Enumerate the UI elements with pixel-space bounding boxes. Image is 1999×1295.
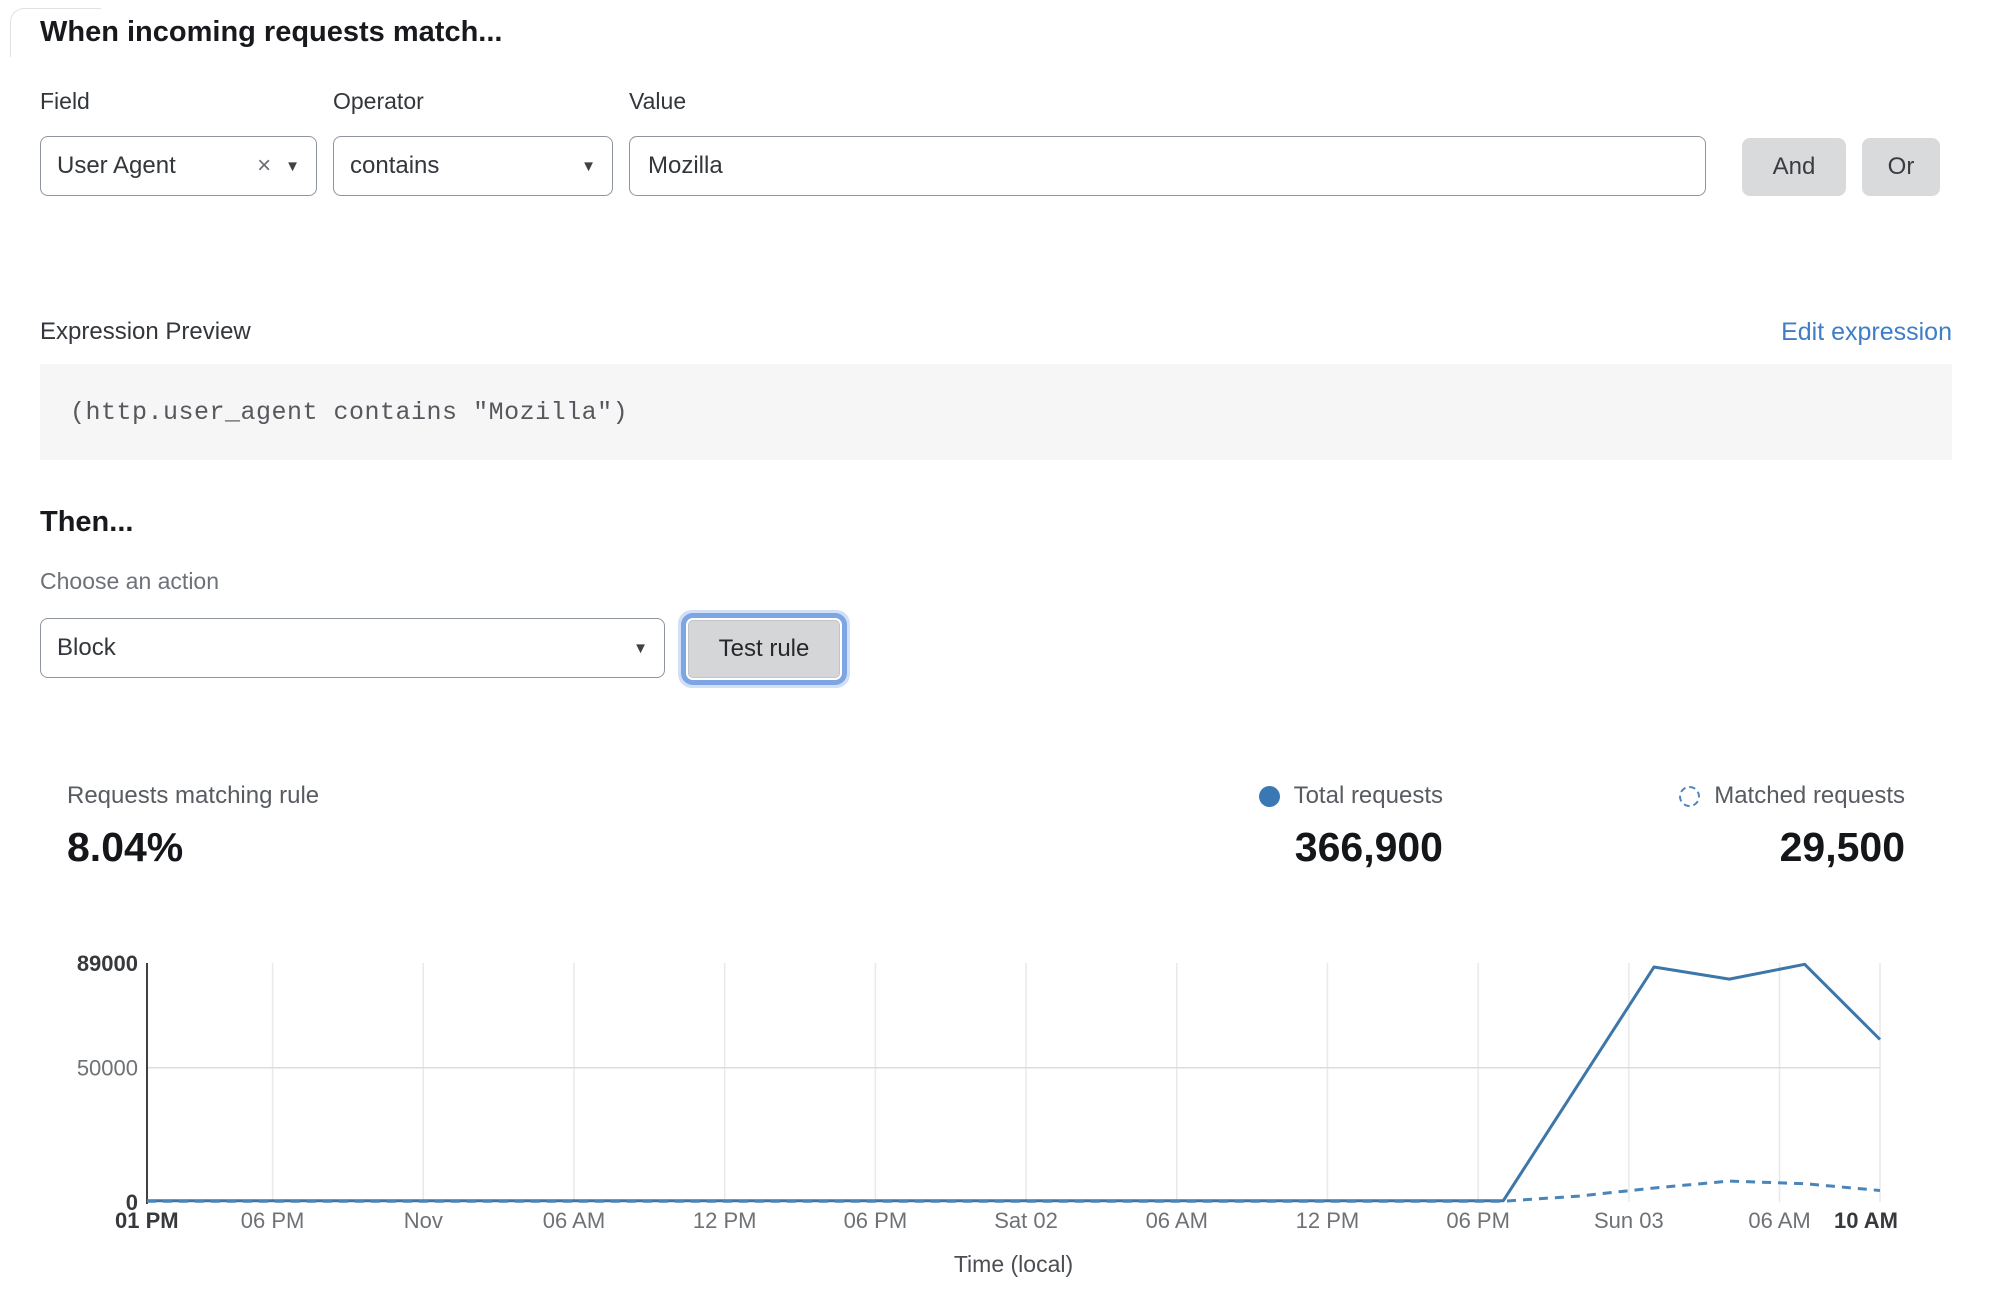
requests-chart: 0 50000 89000 01 PM 06 PM Nov 06 AM 12 PM 06 PM S… <box>0 950 1999 1295</box>
total-requests-label[interactable]: Total requests <box>1293 782 1443 809</box>
x-axis-tick-label: 12 PM <box>1296 1208 1360 1233</box>
x-axis-tick-label: Sat 02 <box>994 1208 1058 1233</box>
or-button[interactable]: Or <box>1862 138 1940 196</box>
expression-preview-box: (http.user_agent contains "Mozilla") <box>40 364 1952 460</box>
edit-expression-link[interactable]: Edit expression <box>1781 318 1952 346</box>
test-rule-button[interactable]: Test rule <box>688 620 840 678</box>
matched-requests-label[interactable]: Matched requests <box>1714 782 1905 809</box>
x-axis-tick-label: 01 PM <box>115 1208 179 1233</box>
expression-preview-label: Expression Preview <box>40 318 251 345</box>
requests-matching-label: Requests matching rule <box>67 782 320 809</box>
x-axis-tick-label: 10 AM <box>1834 1208 1898 1233</box>
x-axis-tick-label: 06 PM <box>1446 1208 1510 1233</box>
chevron-down-icon: ▼ <box>633 639 648 657</box>
total-requests-value: 366,900 <box>1294 824 1443 870</box>
total-requests-line <box>147 962 1882 1203</box>
y-axis-tick-label: 89000 <box>77 951 138 976</box>
action-select-value: Block <box>57 634 116 661</box>
x-axis-title: Time (local) <box>954 1251 1073 1277</box>
x-axis-tick-label: 06 AM <box>1748 1208 1810 1233</box>
total-requests-legend-icon <box>1258 785 1280 807</box>
matched-requests-legend-icon <box>1679 785 1701 807</box>
matched-requests-value: 29,500 <box>1779 824 1905 870</box>
operator-label: Operator <box>333 88 424 114</box>
then-title: Then... <box>40 506 134 538</box>
value-label: Value <box>629 88 687 114</box>
x-axis-tick-label: Nov <box>404 1208 443 1233</box>
x-axis-tick-label: Sun 03 <box>1594 1208 1664 1233</box>
matched-requests-line <box>147 1179 1881 1203</box>
chevron-down-icon: ▼ <box>581 157 596 175</box>
requests-line-chart: 0 50000 89000 01 PM 06 PM Nov 06 AM 12 PM 06 PM S… <box>77 951 1898 1277</box>
field-select-value: User Agent <box>57 152 176 179</box>
x-axis-tick-label: 06 AM <box>543 1208 605 1233</box>
expression-code: (http.user_agent contains "Mozilla") <box>70 397 629 427</box>
x-axis-tick-label: 06 AM <box>1146 1208 1208 1233</box>
field-label: Field <box>40 88 90 114</box>
and-button[interactable]: And <box>1742 138 1846 196</box>
card-corner-border <box>10 8 101 57</box>
x-axis-tick-label: 12 PM <box>693 1208 757 1233</box>
action-select[interactable]: Block ▼ <box>40 618 665 678</box>
operator-select-value: contains <box>350 152 440 179</box>
y-axis-tick-label: 50000 <box>77 1056 138 1081</box>
requests-matching-stat: Requests matching rule 8.04% <box>67 782 319 871</box>
chevron-down-icon: ▼ <box>285 157 300 175</box>
value-input[interactable] <box>629 136 1706 196</box>
x-axis-tick-label: 06 PM <box>844 1208 908 1233</box>
page-title: When incoming requests match... <box>40 16 503 48</box>
y-axis-tick-label: 0 <box>126 1190 138 1215</box>
x-axis-tick-label: 06 PM <box>241 1208 305 1233</box>
total-requests-stat: Total requests 366,900 <box>1258 782 1443 871</box>
operator-select[interactable]: contains ▼ <box>333 136 613 196</box>
requests-matching-value: 8.04% <box>67 824 184 870</box>
clear-field-icon[interactable]: × <box>257 152 272 179</box>
field-select[interactable]: User Agent × ▼ <box>40 136 317 196</box>
matched-requests-stat: Matched requests 29,500 <box>1679 782 1905 871</box>
choose-action-label: Choose an action <box>40 568 220 594</box>
